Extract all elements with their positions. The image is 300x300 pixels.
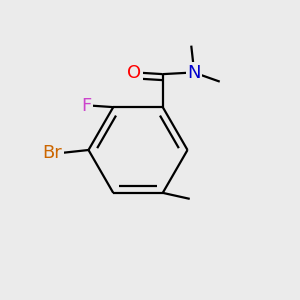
Text: Br: Br (43, 144, 62, 162)
Text: N: N (188, 64, 201, 82)
Text: F: F (82, 97, 92, 115)
Text: O: O (127, 64, 141, 82)
